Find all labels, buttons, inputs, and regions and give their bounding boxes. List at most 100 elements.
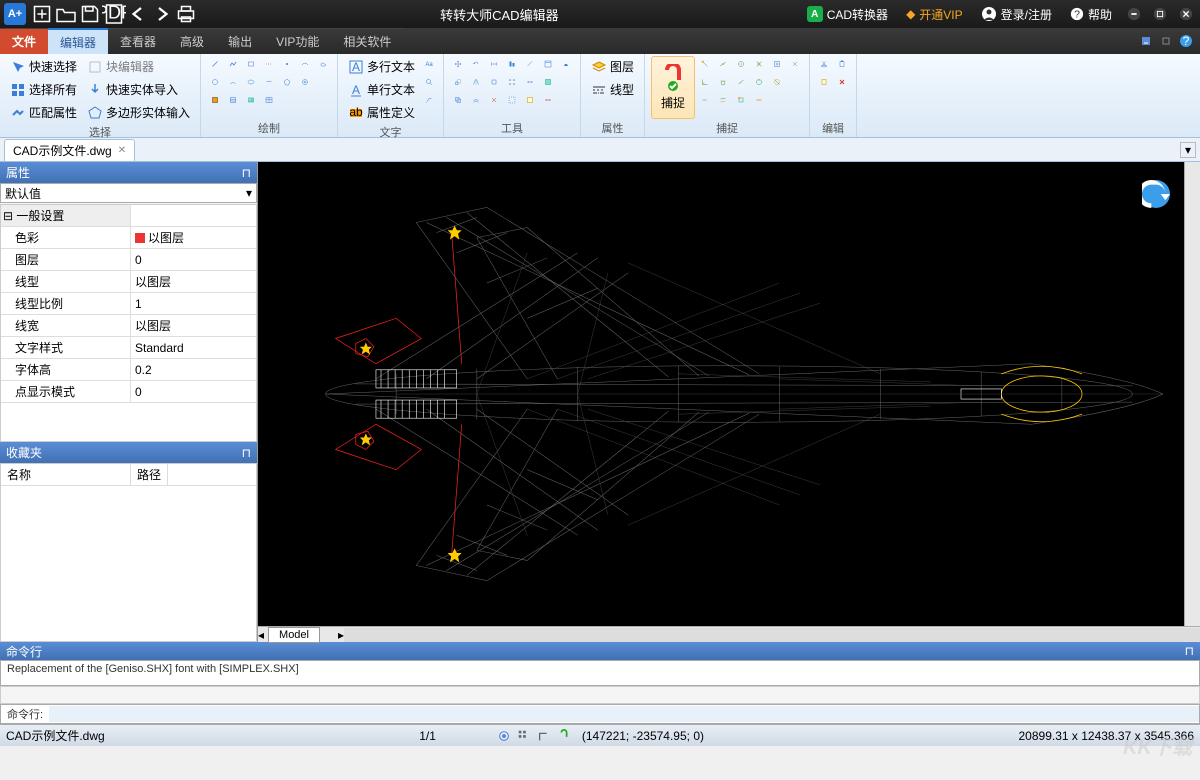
cad-canvas[interactable] [258, 162, 1200, 626]
polygon-icon[interactable] [279, 74, 295, 90]
multiline-text-button[interactable]: A多行文本 [344, 56, 419, 77]
leader-icon[interactable] [421, 92, 437, 108]
snap-node-icon[interactable] [769, 74, 785, 90]
snap-tan-icon[interactable] [715, 74, 731, 90]
text-style-icon[interactable]: Aa [421, 56, 437, 72]
delete-icon[interactable] [834, 74, 850, 90]
offset-icon[interactable] [468, 92, 484, 108]
quick-select-button[interactable]: 快速选择 [6, 56, 81, 77]
tab-advanced[interactable]: 高级 [168, 28, 216, 54]
view-badge-icon[interactable] [1142, 180, 1170, 208]
snap-add-icon[interactable] [769, 56, 785, 72]
snap-button[interactable]: 捕捉 [651, 56, 695, 119]
vip-button[interactable]: ◆ 开通VIP [900, 4, 969, 25]
match-props-button[interactable]: 匹配属性 [6, 102, 81, 123]
snap-int-icon[interactable] [751, 56, 767, 72]
fav-col-name[interactable]: 名称 [1, 464, 131, 485]
singleline-text-button[interactable]: A单行文本 [344, 79, 419, 100]
redo-icon[interactable] [150, 3, 174, 25]
ellipse-arc-icon[interactable] [261, 74, 277, 90]
attr-def-button[interactable]: ab属性定义 [344, 102, 419, 123]
array-icon[interactable] [504, 74, 520, 90]
rotate-icon[interactable] [468, 56, 484, 72]
status-ortho-icon[interactable] [536, 728, 552, 744]
prop-textheight[interactable]: 字体高0.2 [1, 359, 256, 381]
close-icon[interactable] [1176, 4, 1196, 24]
prop-linetype[interactable]: 线型以图层 [1, 271, 256, 293]
tab-related[interactable]: 相关软件 [331, 28, 403, 54]
dim-align-icon[interactable] [522, 56, 538, 72]
tab-vip[interactable]: VIP功能 [264, 28, 331, 54]
point-icon[interactable] [279, 56, 295, 72]
group-icon[interactable] [504, 92, 520, 108]
snap-mid-icon[interactable] [715, 56, 731, 72]
tab-output[interactable]: 输出 [216, 28, 264, 54]
prop-ptmode[interactable]: 点显示模式0 [1, 381, 256, 403]
open-icon[interactable] [54, 3, 78, 25]
makeblock-icon[interactable] [522, 92, 538, 108]
snap-del-icon[interactable] [787, 56, 803, 72]
doc-min-icon[interactable] [1138, 33, 1154, 49]
arc-icon[interactable] [225, 74, 241, 90]
cloud-icon[interactable] [315, 56, 331, 72]
help-button[interactable]: ?帮助 [1064, 4, 1118, 25]
linetype-button[interactable]: 线型 [587, 79, 638, 100]
tab-nav-left-icon[interactable]: ◂ [258, 628, 264, 642]
layer-button[interactable]: 图层 [587, 56, 638, 77]
insert-block-icon[interactable] [207, 92, 223, 108]
prop-lineweight[interactable]: 线宽以图层 [1, 315, 256, 337]
snap-center-icon[interactable] [733, 56, 749, 72]
align-icon[interactable] [504, 56, 520, 72]
prop-textstyle[interactable]: 文字样式Standard [1, 337, 256, 359]
tab-editor[interactable]: 编辑器 [48, 28, 108, 54]
dimension-icon[interactable] [540, 92, 556, 108]
pin-icon[interactable]: ⊓ [1185, 644, 1194, 658]
polyline-icon[interactable] [225, 56, 241, 72]
model-tab[interactable]: Model [268, 627, 320, 643]
pin-icon[interactable]: ⊓ [242, 166, 251, 180]
snap-par-icon[interactable] [715, 92, 731, 108]
undo-icon[interactable] [126, 3, 150, 25]
status-snap-icon[interactable] [556, 728, 572, 744]
extrude-icon[interactable] [558, 56, 574, 72]
snap-ext-icon[interactable] [697, 92, 713, 108]
image-icon[interactable] [243, 92, 259, 108]
vertical-scrollbar[interactable] [1184, 162, 1200, 626]
window-icon[interactable] [540, 56, 556, 72]
maximize-icon[interactable] [1150, 4, 1170, 24]
table-icon[interactable] [261, 92, 277, 108]
break-icon[interactable] [522, 74, 538, 90]
file-tab-close-icon[interactable]: ✕ [118, 145, 126, 156]
prop-layer[interactable]: 图层0 [1, 249, 256, 271]
quick-import-button[interactable]: 快速实体导入 [83, 79, 194, 100]
blockref-icon[interactable] [540, 74, 556, 90]
polygon-input-button[interactable]: 多边形实体输入 [83, 102, 194, 123]
status-camera-icon[interactable] [496, 728, 512, 744]
file-tab-dropdown-icon[interactable]: ▾ [1180, 142, 1196, 158]
prop-color[interactable]: 色彩以图层 [1, 227, 256, 249]
dim-linear-icon[interactable] [486, 56, 502, 72]
ring-icon[interactable] [297, 74, 313, 90]
ellipse-icon[interactable] [243, 74, 259, 90]
text-search-icon[interactable] [421, 74, 437, 90]
tab-file[interactable]: 文件 [0, 28, 48, 54]
converter-button[interactable]: ACAD转换器 [801, 4, 894, 25]
spline-icon[interactable] [297, 56, 313, 72]
snap-app-icon[interactable] [751, 92, 767, 108]
fav-col-path[interactable]: 路径 [131, 464, 168, 485]
cmd-input[interactable] [49, 706, 1199, 722]
block-editor-button[interactable]: 块编辑器 [83, 56, 194, 77]
clipboard-copy-icon[interactable] [834, 56, 850, 72]
construct-icon[interactable] [261, 56, 277, 72]
snap-ins-icon[interactable] [733, 92, 749, 108]
circle-icon[interactable] [207, 74, 223, 90]
print-icon[interactable] [174, 3, 198, 25]
move-icon[interactable] [450, 56, 466, 72]
new-icon[interactable] [30, 3, 54, 25]
minimize-icon[interactable] [1124, 4, 1144, 24]
snap-near-icon[interactable] [733, 74, 749, 90]
scale-icon[interactable] [450, 74, 466, 90]
rect-icon[interactable] [243, 56, 259, 72]
props-section-general[interactable]: ⊟ 一般设置 [1, 205, 256, 227]
status-grid-icon[interactable] [516, 728, 532, 744]
